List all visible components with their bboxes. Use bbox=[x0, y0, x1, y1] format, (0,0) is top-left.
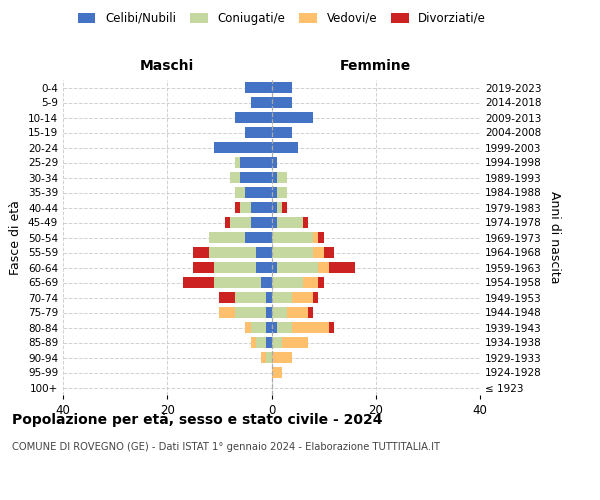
Bar bbox=[282, 336, 308, 348]
Bar bbox=[277, 186, 287, 198]
Bar bbox=[303, 216, 308, 228]
Bar bbox=[271, 186, 277, 198]
Bar bbox=[303, 276, 319, 288]
Bar bbox=[271, 262, 277, 274]
Bar bbox=[266, 336, 271, 348]
Bar bbox=[251, 202, 271, 213]
Bar bbox=[271, 216, 277, 228]
Bar bbox=[271, 96, 292, 108]
Bar bbox=[193, 262, 214, 274]
Bar bbox=[323, 246, 334, 258]
Bar bbox=[271, 276, 303, 288]
Bar bbox=[277, 172, 287, 183]
Bar bbox=[235, 186, 245, 198]
Bar bbox=[271, 246, 313, 258]
Bar bbox=[271, 352, 292, 364]
Text: Femmine: Femmine bbox=[340, 58, 412, 72]
Bar bbox=[220, 292, 235, 304]
Bar bbox=[266, 322, 271, 334]
Bar bbox=[245, 232, 271, 243]
Bar bbox=[256, 262, 271, 274]
Bar bbox=[235, 292, 266, 304]
Y-axis label: Fasce di età: Fasce di età bbox=[10, 200, 22, 275]
Bar bbox=[240, 156, 271, 168]
Bar bbox=[277, 202, 282, 213]
Bar bbox=[245, 82, 271, 94]
Bar bbox=[261, 276, 271, 288]
Bar bbox=[266, 292, 271, 304]
Bar bbox=[235, 306, 266, 318]
Bar bbox=[271, 82, 292, 94]
Bar bbox=[245, 322, 251, 334]
Bar bbox=[271, 112, 313, 124]
Bar bbox=[214, 262, 256, 274]
Bar bbox=[329, 262, 355, 274]
Bar bbox=[271, 322, 277, 334]
Bar bbox=[282, 202, 287, 213]
Legend: Celibi/Nubili, Coniugati/e, Vedovi/e, Divorziati/e: Celibi/Nubili, Coniugati/e, Vedovi/e, Di… bbox=[74, 8, 490, 28]
Bar bbox=[235, 156, 240, 168]
Bar bbox=[235, 202, 240, 213]
Bar bbox=[240, 172, 271, 183]
Bar bbox=[308, 306, 313, 318]
Text: Maschi: Maschi bbox=[140, 58, 194, 72]
Bar bbox=[313, 246, 323, 258]
Bar bbox=[251, 96, 271, 108]
Bar bbox=[193, 246, 209, 258]
Bar bbox=[266, 352, 271, 364]
Bar bbox=[277, 322, 292, 334]
Bar bbox=[251, 216, 271, 228]
Bar bbox=[277, 262, 319, 274]
Bar bbox=[271, 366, 282, 378]
Bar bbox=[240, 202, 251, 213]
Bar bbox=[271, 156, 277, 168]
Bar bbox=[313, 232, 319, 243]
Bar bbox=[271, 202, 277, 213]
Bar bbox=[209, 246, 256, 258]
Bar bbox=[271, 306, 287, 318]
Bar bbox=[277, 216, 303, 228]
Bar bbox=[224, 216, 230, 228]
Y-axis label: Anni di nascita: Anni di nascita bbox=[548, 191, 561, 284]
Bar bbox=[329, 322, 334, 334]
Bar bbox=[209, 232, 245, 243]
Bar bbox=[214, 142, 271, 154]
Bar bbox=[235, 112, 271, 124]
Bar bbox=[271, 172, 277, 183]
Bar bbox=[271, 292, 292, 304]
Text: COMUNE DI ROVEGNO (GE) - Dati ISTAT 1° gennaio 2024 - Elaborazione TUTTITALIA.IT: COMUNE DI ROVEGNO (GE) - Dati ISTAT 1° g… bbox=[12, 442, 440, 452]
Bar bbox=[271, 232, 313, 243]
Bar bbox=[230, 216, 251, 228]
Bar bbox=[319, 262, 329, 274]
Bar bbox=[230, 172, 240, 183]
Bar bbox=[245, 126, 271, 138]
Bar bbox=[271, 336, 282, 348]
Bar bbox=[319, 232, 323, 243]
Bar bbox=[271, 142, 298, 154]
Bar bbox=[292, 322, 329, 334]
Bar bbox=[256, 246, 271, 258]
Text: Popolazione per età, sesso e stato civile - 2024: Popolazione per età, sesso e stato civil… bbox=[12, 412, 383, 427]
Bar bbox=[319, 276, 323, 288]
Bar bbox=[271, 126, 292, 138]
Bar bbox=[313, 292, 319, 304]
Bar bbox=[183, 276, 214, 288]
Bar bbox=[266, 306, 271, 318]
Bar bbox=[251, 336, 256, 348]
Bar bbox=[292, 292, 313, 304]
Bar bbox=[245, 186, 271, 198]
Bar bbox=[261, 352, 266, 364]
Bar bbox=[214, 276, 261, 288]
Bar bbox=[287, 306, 308, 318]
Bar bbox=[220, 306, 235, 318]
Bar bbox=[251, 322, 266, 334]
Bar bbox=[256, 336, 266, 348]
